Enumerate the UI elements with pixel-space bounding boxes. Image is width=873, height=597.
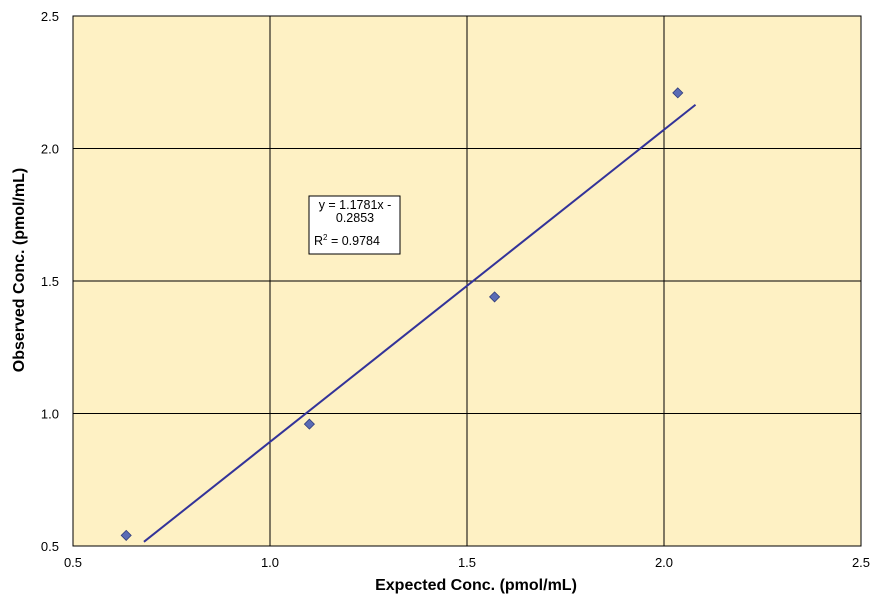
x-tick-label: 1.5 <box>458 555 476 570</box>
data-points <box>120 87 684 541</box>
y-axis-title: Observed Conc. (pmol/mL) <box>11 168 28 372</box>
x-tick-labels: 0.5 1.0 1.5 2.0 2.5 <box>64 555 870 570</box>
r-squared-value: = 0.9784 <box>327 234 380 248</box>
r-squared-label: R2 = 0.9784 <box>314 233 380 248</box>
equation-box <box>308 195 401 255</box>
y-tick-label: 1.0 <box>41 407 59 422</box>
y-tick-label: 0.5 <box>41 539 59 554</box>
x-tick-label: 2.5 <box>852 555 870 570</box>
data-point <box>303 418 315 430</box>
data-point <box>120 529 132 541</box>
y-tick-labels: 0.5 1.0 1.5 2.0 2.5 <box>41 9 59 554</box>
x-tick-label: 2.0 <box>655 555 673 570</box>
trendline <box>143 103 697 543</box>
y-tick-label: 2.5 <box>41 9 59 24</box>
x-tick-label: 1.0 <box>261 555 279 570</box>
r-squared-prefix: R <box>314 234 323 248</box>
x-tick-label: 0.5 <box>64 555 82 570</box>
equation-line-1: y = 1.1781x - <box>319 198 392 212</box>
plot-border <box>72 15 862 547</box>
x-axis-title: Expected Conc. (pmol/mL) <box>375 577 577 594</box>
y-tick-label: 2.0 <box>41 142 59 157</box>
data-point <box>489 291 501 303</box>
equation-annotation: y = 1.1781x - 0.2853 R2 = 0.9784 <box>308 195 401 255</box>
equation-line-2: 0.2853 <box>336 211 374 225</box>
y-tick-label: 1.5 <box>41 274 59 289</box>
r-squared-superscript: 2 <box>323 233 328 242</box>
grid-lines <box>73 16 861 546</box>
data-point <box>672 87 684 99</box>
